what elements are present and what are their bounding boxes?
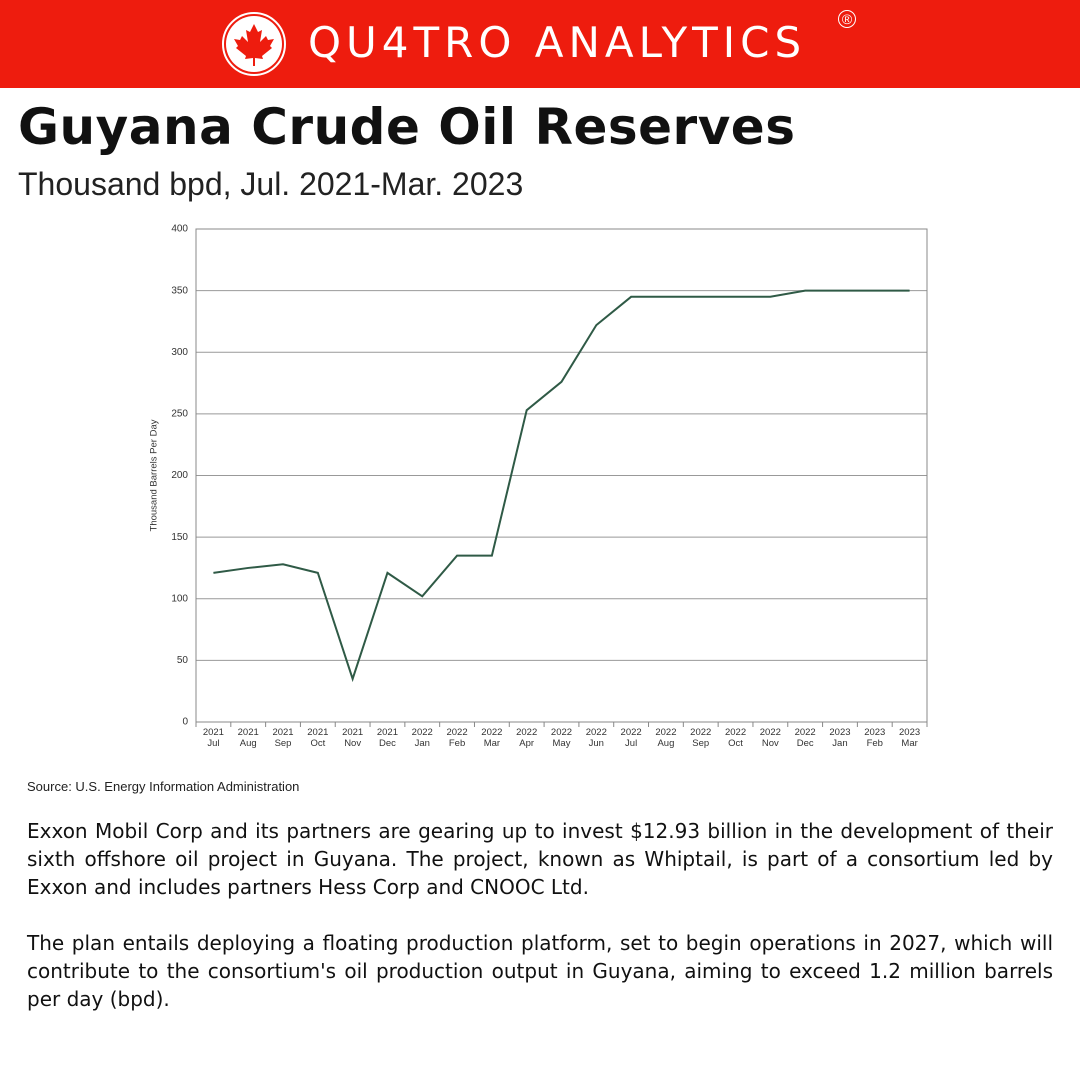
x-tick-label: 2022 Jan: [411, 727, 433, 749]
paragraph: Exxon Mobil Corp and its partners are ge…: [27, 819, 1053, 899]
x-tick-label: 2021 Sep: [272, 727, 294, 749]
x-tick-label: 2021 Dec: [376, 727, 398, 749]
x-tick-label: 2022 Jul: [620, 727, 642, 749]
logo: [222, 12, 286, 76]
body-text: Exxon Mobil Corp and its partners are ge…: [27, 817, 1053, 1041]
y-tick-label: 200: [171, 470, 188, 481]
chart: 0 50 100 150 200 250 300 350 400 Thousand Barrels…: [140, 205, 940, 765]
brand: QU4TRO ANALYTICS: [308, 18, 807, 67]
x-tick-label: 2021 Aug: [237, 727, 259, 749]
x-tick-label: 2021 Jul: [202, 727, 224, 749]
x-tick-label: 2022 Oct: [724, 727, 747, 749]
chart-title: Guyana Crude Oil Reserves: [18, 98, 796, 156]
x-tick-label: 2022 Nov: [759, 727, 781, 749]
x-tick-label: 2023 Feb: [864, 727, 886, 749]
plot-frame: [195, 228, 928, 723]
x-tick-label: 2022 Jun: [585, 727, 607, 749]
x-tick-label: 2023 Jan: [829, 727, 851, 749]
y-tick-label: 50: [177, 655, 189, 666]
x-tick-label: 2022 May: [550, 727, 573, 749]
y-tick-label: 150: [171, 532, 188, 543]
x-tick-label: 2022 Mar: [481, 727, 503, 749]
y-tick-label: 100: [171, 593, 188, 604]
x-tick-label: 2021 Nov: [342, 727, 364, 749]
x-tick-label: 2022 Feb: [446, 727, 468, 749]
x-tick-label: 2023 Mar: [899, 727, 921, 749]
y-tick-label: 300: [171, 347, 188, 358]
y-tick-label: 250: [171, 409, 188, 420]
x-tick-label: 2022 Sep: [690, 727, 712, 749]
y-axis-label: Thousand Barrels Per Day: [149, 419, 160, 531]
y-tick-label: 350: [171, 285, 188, 296]
x-tick-label: 2022 Dec: [794, 727, 816, 749]
source: Source: U.S. Energy Information Administ…: [27, 779, 300, 794]
chart-subtitle: Thousand bpd, Jul. 2021-Mar. 2023: [18, 166, 524, 202]
chart-svg: 0 50 100 150 200 250 300 350 400 Thousand Barrels…: [149, 224, 928, 728]
paragraph: The plan entails deploying a floating pr…: [27, 931, 1053, 1011]
registered-mark: ®: [838, 10, 856, 28]
y-tick-label: 400: [171, 224, 188, 235]
header-bar: QU4TRO ANALYTICS ®: [0, 0, 1080, 88]
y-tick-label: 0: [182, 717, 188, 728]
line: [213, 289, 910, 683]
x-tick-label: 2022 Aug: [655, 727, 677, 749]
x-tick-label: 2021 Oct: [307, 727, 329, 749]
x-tick-label: 2022 Apr: [516, 727, 538, 749]
